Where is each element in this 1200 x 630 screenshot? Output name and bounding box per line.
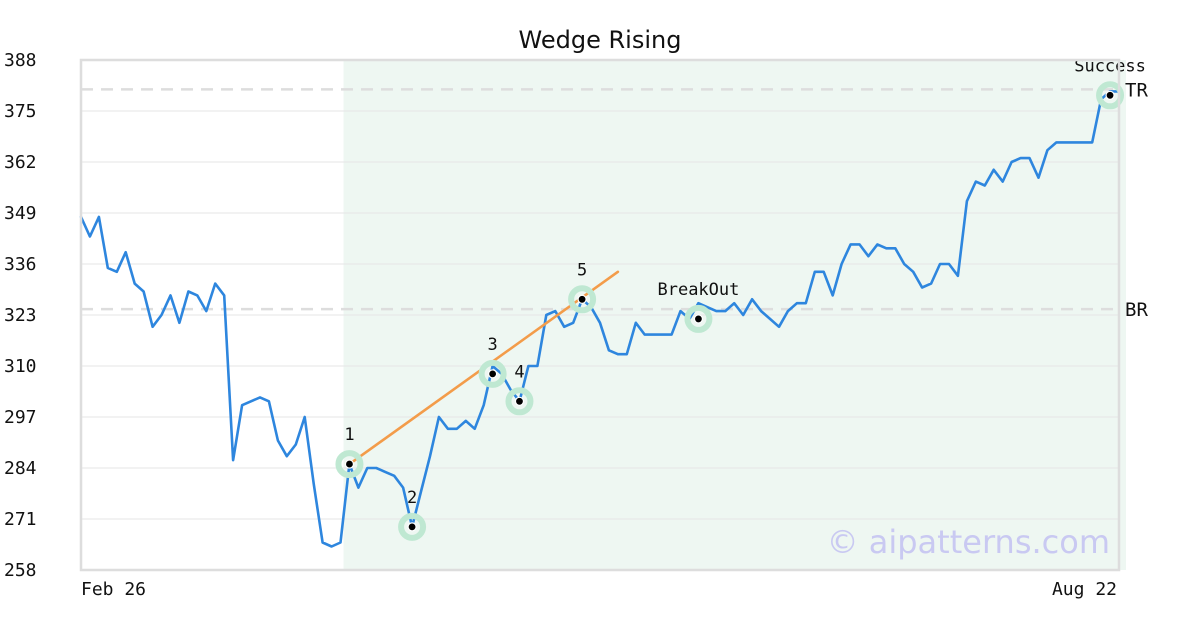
watermark: © aipatterns.com bbox=[827, 523, 1110, 561]
marker-label: 4 bbox=[514, 362, 524, 382]
marker-dot bbox=[693, 314, 704, 324]
y-tick-label: 375 bbox=[4, 101, 37, 122]
y-tick-label: 258 bbox=[4, 560, 37, 581]
x-tick-end: Aug 22 bbox=[1052, 579, 1117, 600]
plot-frame bbox=[79, 58, 1121, 572]
y-tick-label: 323 bbox=[4, 305, 37, 326]
y-tick-label: 297 bbox=[4, 407, 37, 428]
marker-ring bbox=[568, 285, 597, 314]
y-tick-label: 349 bbox=[4, 203, 37, 224]
marker-dot bbox=[1105, 90, 1115, 100]
y-tick-label: 310 bbox=[4, 356, 37, 377]
marker-label: 2 bbox=[407, 488, 417, 508]
level-lines: TR BR bbox=[81, 79, 1148, 321]
marker-dot bbox=[514, 396, 525, 406]
y-tick-label: 362 bbox=[4, 152, 37, 173]
y-axis-ticks: 258 271 284 297 310 323 336 349 362 375 388 bbox=[4, 50, 37, 581]
marker-ring bbox=[478, 359, 507, 388]
marker-label: 1 bbox=[344, 425, 354, 445]
price-series-line bbox=[79, 90, 1121, 548]
marker-label: Success bbox=[1074, 56, 1146, 76]
x-tick-start: Feb 26 bbox=[81, 579, 146, 600]
marker-ring bbox=[505, 387, 534, 416]
chart-title: Wedge Rising bbox=[519, 26, 682, 54]
marker-dot bbox=[407, 522, 417, 532]
marker-ring bbox=[1096, 81, 1125, 110]
y-tick-label: 284 bbox=[4, 458, 37, 479]
level-label: TR bbox=[1125, 79, 1148, 101]
marker-dot bbox=[488, 369, 498, 379]
marker-dot bbox=[577, 294, 587, 304]
marker-ring bbox=[398, 512, 427, 541]
y-tick-label: 388 bbox=[4, 50, 37, 71]
level-label: BR bbox=[1125, 299, 1148, 321]
marker-label: 5 bbox=[577, 260, 587, 280]
y-tick-label: 271 bbox=[4, 509, 37, 530]
marker-dot bbox=[344, 459, 355, 469]
y-tick-label: 336 bbox=[4, 254, 37, 275]
marker-label: 3 bbox=[487, 335, 497, 355]
marker-label: BreakOut bbox=[657, 280, 739, 300]
marker-ring bbox=[335, 450, 364, 479]
marker-ring bbox=[684, 304, 713, 333]
pattern-markers: 1 2 34 5 BreakOut Success bbox=[335, 56, 1146, 541]
